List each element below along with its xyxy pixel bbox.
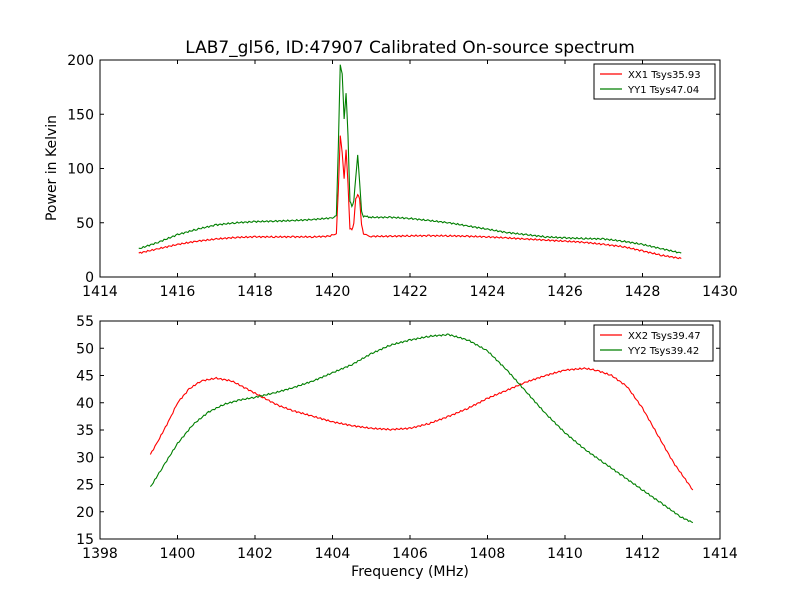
bottom-y-tick-label: 50 bbox=[76, 341, 94, 357]
top-y-tick-label: 200 bbox=[67, 53, 94, 69]
top-x-tick-label: 1418 bbox=[237, 284, 273, 300]
top-x-tick-label: 1428 bbox=[625, 284, 661, 300]
bottom-y-axis: 15 20 25 30 35 40 45 50 55 bbox=[76, 314, 720, 548]
bottom-y-tick-label: 15 bbox=[76, 532, 94, 548]
bottom-legend-label-2: YY2 Tsys39.42 bbox=[627, 346, 699, 357]
bottom-x-tick-label: 1402 bbox=[237, 546, 273, 562]
bottom-x-tick-label: 1404 bbox=[315, 546, 351, 562]
bottom-x-axis: 1398 1400 1402 1404 1406 1408 1410 1412 1414 bbox=[82, 321, 738, 562]
top-x-tick-label: 1426 bbox=[547, 284, 583, 300]
top-legend-box bbox=[593, 63, 716, 100]
top-legend-label-2: YY1 Tsys47.04 bbox=[627, 85, 699, 96]
bottom-x-tick-label: 1410 bbox=[547, 546, 583, 562]
top-series-line-2 bbox=[138, 64, 682, 254]
chart-title: LAB7_gl56, ID:47907 Calibrated On-source… bbox=[185, 38, 635, 58]
bottom-legend-label-1: XX2 Tsys39.47 bbox=[628, 331, 701, 342]
bottom-x-tick-label: 1400 bbox=[160, 546, 196, 562]
top-x-tick-label: 1424 bbox=[470, 284, 506, 300]
bottom-x-axis-label: Frequency (MHz) bbox=[351, 564, 469, 580]
bottom-y-tick-label: 40 bbox=[76, 396, 94, 412]
top-y-tick-label: 50 bbox=[76, 216, 94, 232]
bottom-y-tick-label: 35 bbox=[76, 423, 94, 439]
top-x-axis: 1414 1416 1418 1420 1422 1424 1426 1428 1430 bbox=[82, 60, 738, 300]
top-plot-lines bbox=[138, 64, 682, 260]
top-series-line-1 bbox=[138, 135, 682, 260]
top-x-tick-label: 1414 bbox=[82, 284, 118, 300]
bottom-plot-lines bbox=[149, 333, 694, 524]
bottom-y-tick-label: 45 bbox=[76, 369, 94, 385]
bottom-x-tick-label: 1414 bbox=[702, 546, 738, 562]
top-legend: XX1 Tsys35.93 YY1 Tsys47.04 bbox=[593, 63, 716, 100]
bottom-x-tick-label: 1412 bbox=[625, 546, 661, 562]
bottom-spectrum-panel: 1398 1400 1402 1404 1406 1408 1410 1412 1414 15 2… bbox=[76, 314, 738, 580]
bottom-series-line-2 bbox=[149, 333, 694, 524]
top-y-axis: 0 50 100 150 200 bbox=[67, 53, 720, 286]
top-x-tick-label: 1422 bbox=[392, 284, 428, 300]
top-x-tick-label: 1420 bbox=[315, 284, 351, 300]
bottom-x-tick-label: 1398 bbox=[82, 546, 118, 562]
top-y-tick-label: 0 bbox=[85, 270, 94, 286]
top-legend-label-1: XX1 Tsys35.93 bbox=[628, 70, 701, 81]
bottom-legend: XX2 Tsys39.47 YY2 Tsys39.42 bbox=[593, 324, 714, 362]
top-y-tick-label: 150 bbox=[67, 107, 94, 123]
bottom-legend-box bbox=[593, 324, 714, 362]
top-x-tick-label: 1430 bbox=[702, 284, 738, 300]
top-y-axis-label: Power in Kelvin bbox=[44, 115, 60, 221]
bottom-x-tick-label: 1406 bbox=[392, 546, 428, 562]
top-spectrum-panel: 1414 1416 1418 1420 1422 1424 1426 1428 1430 0 50… bbox=[44, 53, 738, 300]
bottom-y-tick-label: 25 bbox=[76, 478, 94, 494]
bottom-y-tick-label: 30 bbox=[76, 450, 94, 466]
top-y-tick-label: 100 bbox=[67, 162, 94, 178]
top-x-tick-label: 1416 bbox=[160, 284, 196, 300]
bottom-y-tick-label: 20 bbox=[76, 505, 94, 521]
bottom-series-line-1 bbox=[149, 367, 694, 491]
bottom-x-tick-label: 1408 bbox=[470, 546, 506, 562]
bottom-y-tick-label: 55 bbox=[76, 314, 94, 330]
